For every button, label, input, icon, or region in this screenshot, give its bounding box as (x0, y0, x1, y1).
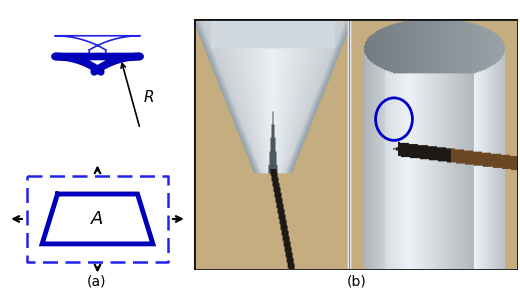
Text: (b): (b) (346, 275, 366, 289)
Text: (a): (a) (86, 275, 106, 289)
Text: R: R (143, 90, 154, 105)
Text: A: A (92, 210, 103, 228)
